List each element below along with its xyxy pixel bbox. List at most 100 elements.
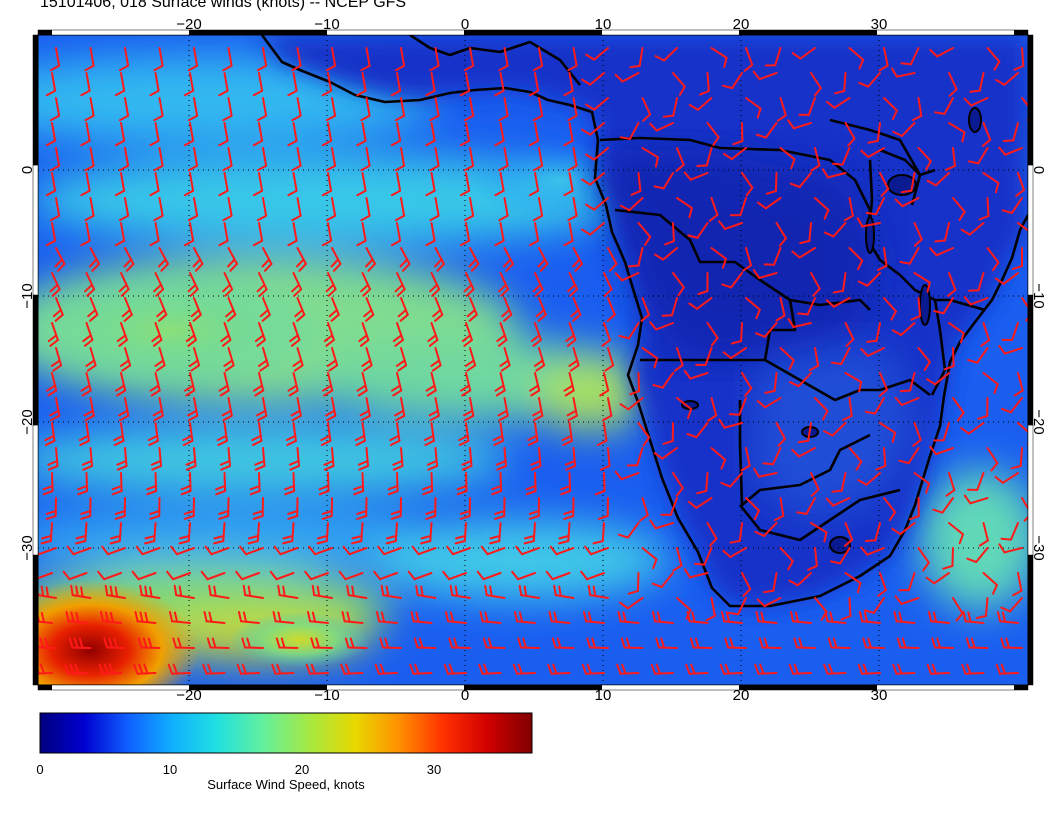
wind-barb <box>239 545 264 556</box>
wind-barb <box>187 272 199 297</box>
wind-barb <box>392 447 404 471</box>
wind-barb <box>732 122 744 146</box>
left-lat-labels: 0 −10 −20 −30 <box>19 166 36 561</box>
wind-barb <box>222 47 233 72</box>
wind-barb <box>533 347 546 372</box>
wind-barb <box>791 247 816 259</box>
wind-barb <box>527 422 539 446</box>
wind-barb <box>354 422 366 446</box>
wind-barb <box>449 584 471 599</box>
wind-barb <box>796 497 816 515</box>
wind-barb <box>38 572 53 580</box>
wind-barb <box>899 372 916 393</box>
wind-barb <box>706 122 720 147</box>
chart-title: 15101406, 018 Surface winds (knots) -- N… <box>40 0 407 11</box>
wind-barb <box>581 72 605 86</box>
wind-barb <box>425 222 436 247</box>
wind-barb <box>253 372 265 397</box>
wind-barb <box>390 122 402 147</box>
wind-barb <box>756 397 782 409</box>
wind-barb <box>172 637 195 649</box>
wind-barb <box>218 172 229 197</box>
wind-barb <box>567 147 578 172</box>
wind-barb <box>149 122 160 147</box>
wind-barb <box>222 272 234 297</box>
wind-barb <box>338 570 364 581</box>
wind-barb <box>49 197 61 222</box>
frame-band <box>32 34 39 166</box>
wind-barb <box>807 547 818 571</box>
wind-barb <box>321 497 333 520</box>
wind-barb <box>394 97 406 122</box>
wind-barb <box>49 47 61 72</box>
wind-barb <box>376 611 398 624</box>
wind-barb <box>65 611 88 624</box>
wind-barb <box>614 470 640 481</box>
frame-band <box>464 29 602 36</box>
wind-barb <box>341 611 364 624</box>
wind-barb <box>810 72 822 97</box>
wind-barb <box>360 272 372 297</box>
wind-barb <box>532 47 544 72</box>
wind-barb <box>496 322 508 347</box>
wind-barb <box>570 297 582 322</box>
wind-barb <box>699 72 710 96</box>
wind-barb <box>995 663 1019 675</box>
wind-barb <box>119 347 132 372</box>
lon-label-top-5: 30 <box>871 16 888 33</box>
wind-barb <box>45 497 57 520</box>
wind-barb <box>1012 247 1023 270</box>
wind-barb <box>218 122 229 147</box>
wind-barb <box>1001 322 1019 341</box>
wind-barb <box>788 572 812 587</box>
wind-barb <box>676 397 693 419</box>
wind-barb <box>572 247 583 272</box>
wind-barb <box>430 347 442 372</box>
lat-label-right-1: −10 <box>1030 283 1047 308</box>
frame-band <box>1027 34 1034 166</box>
wind-barb <box>289 322 301 347</box>
wind-barb <box>377 545 402 556</box>
lat-label-left-3: −30 <box>19 535 36 560</box>
wind-barb <box>288 447 300 471</box>
lakes <box>681 107 982 554</box>
wind-barb <box>151 322 163 347</box>
wind-barb <box>762 447 782 466</box>
wind-barb <box>797 422 812 444</box>
frame-band <box>739 684 877 691</box>
wind-barb <box>213 522 226 545</box>
wind-barb <box>497 397 509 422</box>
wind-barb <box>503 247 514 272</box>
wind-barb <box>154 347 166 372</box>
colorbar-tick-1: 10 <box>163 762 177 777</box>
wind-barb <box>49 147 61 172</box>
frame-band <box>876 684 1015 691</box>
wind-barb <box>968 272 985 292</box>
wind-barb <box>44 422 56 446</box>
wind-barb <box>863 597 885 614</box>
wind-barb <box>705 597 716 622</box>
wind-barb <box>256 197 268 222</box>
wind-barb <box>823 222 847 238</box>
wind-barb <box>321 222 333 247</box>
frame-band <box>32 294 39 426</box>
wind-barb <box>80 222 91 247</box>
wind-barb <box>391 372 403 397</box>
wind-barb <box>980 322 991 347</box>
wind-barb <box>252 222 264 247</box>
wind-barb <box>427 322 439 347</box>
wind-barb <box>494 122 505 147</box>
wind-barb <box>672 472 684 497</box>
wind-barb <box>664 222 675 246</box>
wind-barb <box>617 611 640 624</box>
wind-barb <box>727 597 747 616</box>
wind-barb <box>45 122 57 147</box>
wind-barb <box>865 197 885 216</box>
wind-barb <box>374 663 398 675</box>
wind-barb <box>346 584 368 599</box>
wind-barb <box>779 347 795 370</box>
wind-barb <box>532 147 544 172</box>
wind-barb <box>763 247 782 266</box>
wind-barb <box>272 611 295 624</box>
wind-barb <box>567 272 579 297</box>
